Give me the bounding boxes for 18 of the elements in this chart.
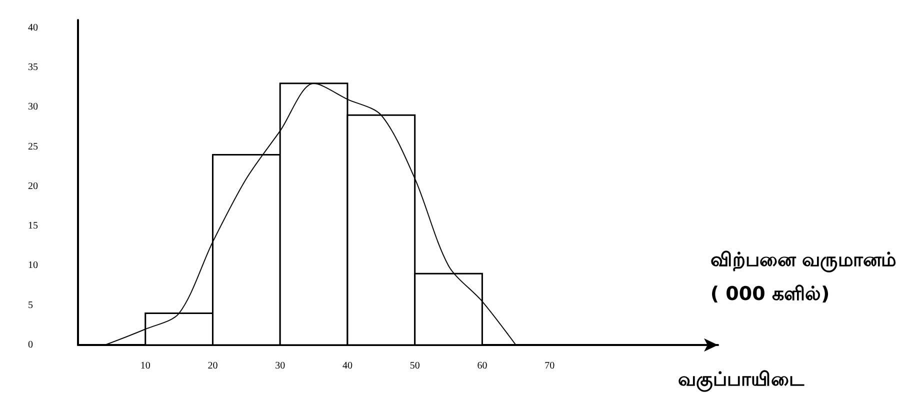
annotation: விற்பனை வருமானம் ( 000 களில்) — [710, 249, 896, 305]
x-tick-label: 30 — [275, 360, 286, 372]
x-tick-label: 10 — [140, 360, 150, 372]
x-tick-label: 40 — [342, 360, 352, 372]
x-tick-label: 50 — [410, 360, 420, 372]
y-tick-label: 15 — [28, 220, 38, 232]
y-tick-label: 20 — [28, 180, 38, 192]
y-tick-label: 40 — [28, 22, 38, 34]
y-tick-label: 10 — [28, 260, 38, 272]
x-tick-label: 20 — [208, 360, 218, 372]
x-axis-title: வகுப்பாயிடை — [678, 368, 805, 392]
y-tick-label: 25 — [28, 141, 38, 152]
x-tick-label: 70 — [544, 360, 555, 372]
y-tick-label: 35 — [28, 62, 38, 74]
y-tick-label: 30 — [28, 102, 38, 113]
x-tick-label: 60 — [477, 360, 488, 372]
y-tick-label: 5 — [28, 300, 33, 311]
y-tick-label: 0 — [28, 340, 33, 350]
